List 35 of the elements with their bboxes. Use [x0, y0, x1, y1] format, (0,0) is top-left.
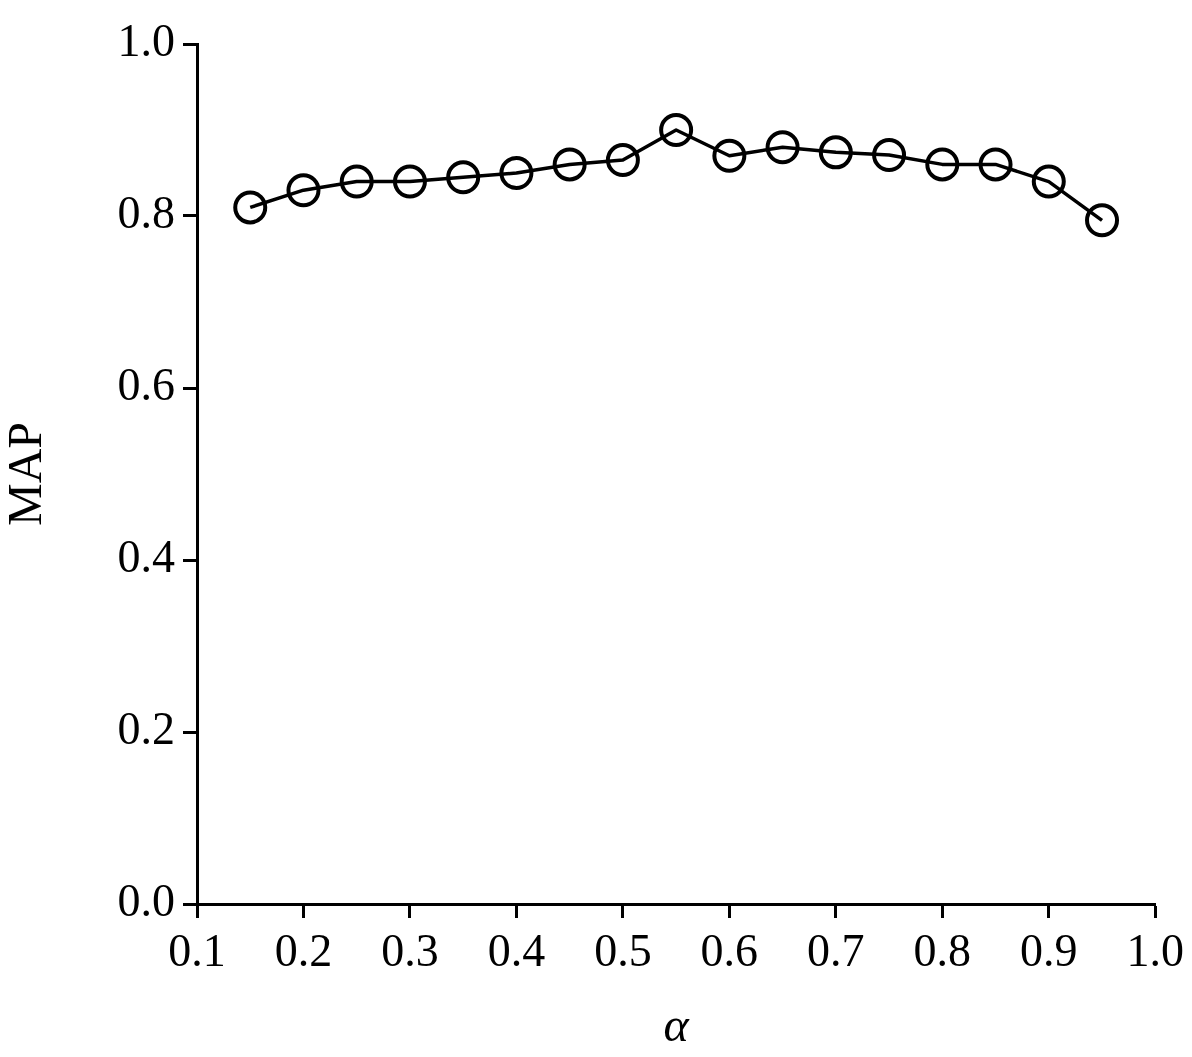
point [872, 137, 907, 172]
x-tick-label: 0.8 [913, 924, 972, 976]
x-axis-title: α [663, 997, 690, 1051]
point [286, 173, 321, 208]
point [446, 160, 481, 195]
point [392, 164, 427, 199]
point [978, 147, 1013, 182]
x-tick-label: 0.6 [700, 924, 759, 976]
x-tick-label: 0.1 [168, 924, 226, 976]
x-tick-label: 0.9 [1020, 924, 1078, 976]
point [605, 143, 640, 178]
point [712, 138, 747, 173]
y-tick-label: 0.6 [117, 359, 175, 411]
y-tick-label: 0.2 [117, 703, 175, 755]
x-tick-label: 0.2 [274, 924, 333, 976]
x-tick-label: 0.3 [381, 924, 439, 976]
y-tick-label: 0.0 [117, 875, 175, 927]
point [1085, 203, 1120, 238]
x-tick-label: 0.4 [487, 924, 546, 976]
point [765, 130, 800, 165]
point [1031, 164, 1066, 199]
point [339, 164, 374, 199]
y-tick-label: 1.0 [117, 15, 175, 67]
point [818, 135, 853, 170]
x-tick-label: 1.0 [1126, 924, 1184, 976]
y-tick-label: 0.8 [117, 187, 175, 239]
x-tick-label: 0.7 [807, 924, 865, 976]
point [233, 190, 268, 225]
point [552, 147, 587, 182]
point [659, 113, 694, 147]
y-axis-title: MAP [0, 421, 52, 527]
y-tick-label: 0.4 [117, 531, 175, 583]
x-tick-label: 0.5 [594, 924, 652, 976]
point [925, 147, 960, 182]
point [499, 156, 534, 190]
